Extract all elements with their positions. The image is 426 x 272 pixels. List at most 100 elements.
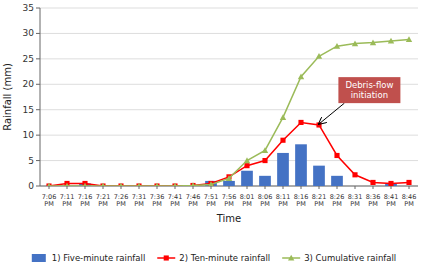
point — [262, 147, 268, 153]
annotation-arrow — [319, 103, 344, 124]
x-tick — [175, 186, 176, 189]
point — [244, 163, 249, 168]
point — [154, 183, 160, 186]
point — [406, 36, 412, 42]
y-tick — [36, 84, 40, 85]
legend-label: 2) Ten-minute rainfall — [179, 253, 270, 263]
point — [280, 138, 285, 143]
x-tick-label: 8:01PM — [240, 193, 255, 208]
y-tick — [36, 109, 40, 110]
y-tick — [36, 135, 40, 136]
y-tick — [36, 58, 40, 59]
x-tick — [49, 186, 50, 189]
x-tick — [193, 186, 194, 189]
x-tick-label: 7:16PM — [78, 193, 93, 208]
bar — [277, 153, 289, 186]
x-tick — [229, 186, 230, 189]
y-tick — [36, 186, 40, 187]
y-tick — [36, 160, 40, 161]
point — [370, 39, 376, 45]
x-tick — [247, 186, 248, 189]
annotation-box — [338, 77, 400, 103]
x-tick — [409, 186, 410, 189]
bar — [223, 181, 235, 186]
grid-line — [40, 135, 418, 136]
x-tick-label: 7:56PM — [222, 193, 237, 208]
x-tick-label: 7:06PM — [42, 193, 57, 208]
x-tick — [85, 186, 86, 189]
annotation: Debris-flowinitiation — [319, 77, 400, 124]
y-tick — [36, 33, 40, 34]
y-tick-label: 0 — [28, 181, 34, 191]
line — [49, 40, 409, 186]
x-tick — [301, 186, 302, 189]
grid-line — [40, 58, 418, 59]
x-tick — [265, 186, 266, 189]
x-tick — [373, 186, 374, 189]
y-tick-label: 25 — [23, 54, 34, 64]
grid-line — [40, 33, 418, 34]
x-tick-label: 8:46PM — [402, 193, 417, 208]
x-tick — [391, 186, 392, 189]
annotation-text: Debris-flowinitiation — [345, 80, 393, 100]
x-tick-label: 7:11PM — [60, 193, 75, 208]
y-tick-label: 20 — [23, 79, 35, 89]
point — [244, 157, 250, 163]
legend-item: 1) Five-minute rainfall — [32, 253, 145, 263]
x-tick-label: 7:36PM — [150, 193, 165, 208]
bar — [403, 186, 415, 187]
x-tick-label: 7:46PM — [186, 193, 201, 208]
bar — [313, 166, 325, 186]
x-tick-label: 8:16PM — [294, 193, 309, 208]
x-tick — [121, 186, 122, 189]
x-tick — [67, 186, 68, 189]
line — [49, 122, 409, 186]
point — [118, 183, 124, 186]
legend-label: 1) Five-minute rainfall — [52, 253, 145, 263]
bar — [331, 176, 343, 186]
bar — [259, 176, 271, 186]
point — [100, 183, 106, 186]
point — [280, 114, 286, 120]
point — [352, 40, 358, 46]
point — [298, 73, 304, 79]
point — [82, 183, 88, 186]
point — [316, 122, 321, 127]
x-tick-label: 8:21PM — [312, 193, 327, 208]
chart: 051015202530357:06PM7:11PM7:16PM7:21PM7:… — [0, 0, 426, 272]
point — [208, 181, 214, 186]
point — [370, 180, 375, 185]
point — [46, 183, 52, 186]
x-tick-label: 8:11PM — [276, 193, 291, 208]
y-tick-label: 35 — [23, 3, 34, 13]
x-tick-label: 7:51PM — [204, 193, 219, 208]
grid-line — [40, 160, 418, 161]
x-tick-label: 8:41PM — [384, 193, 399, 208]
y-tick-label: 15 — [23, 105, 34, 115]
point — [262, 158, 267, 163]
bar — [349, 186, 361, 187]
x-axis-label: Time — [216, 213, 241, 224]
x-tick-label: 8:26PM — [330, 193, 345, 208]
point — [226, 175, 232, 181]
point — [334, 43, 340, 49]
point — [190, 182, 196, 186]
x-tick — [103, 186, 104, 189]
point — [406, 180, 411, 185]
x-tick — [319, 186, 320, 189]
x-tick — [211, 186, 212, 189]
point — [388, 181, 393, 186]
x-tick — [355, 186, 356, 189]
y-tick-label: 10 — [23, 130, 35, 140]
bar — [241, 171, 253, 186]
plot-area — [46, 36, 412, 186]
legend-item: 2) Ten-minute rainfall — [157, 253, 270, 263]
point — [388, 38, 394, 44]
legend-marker — [288, 255, 294, 261]
legend-swatch — [32, 254, 46, 262]
x-tick — [337, 186, 338, 189]
x-tick-label: 7:41PM — [168, 193, 183, 208]
x-tick-label: 7:26PM — [114, 193, 129, 208]
legend-marker — [164, 255, 169, 260]
point — [64, 183, 70, 186]
